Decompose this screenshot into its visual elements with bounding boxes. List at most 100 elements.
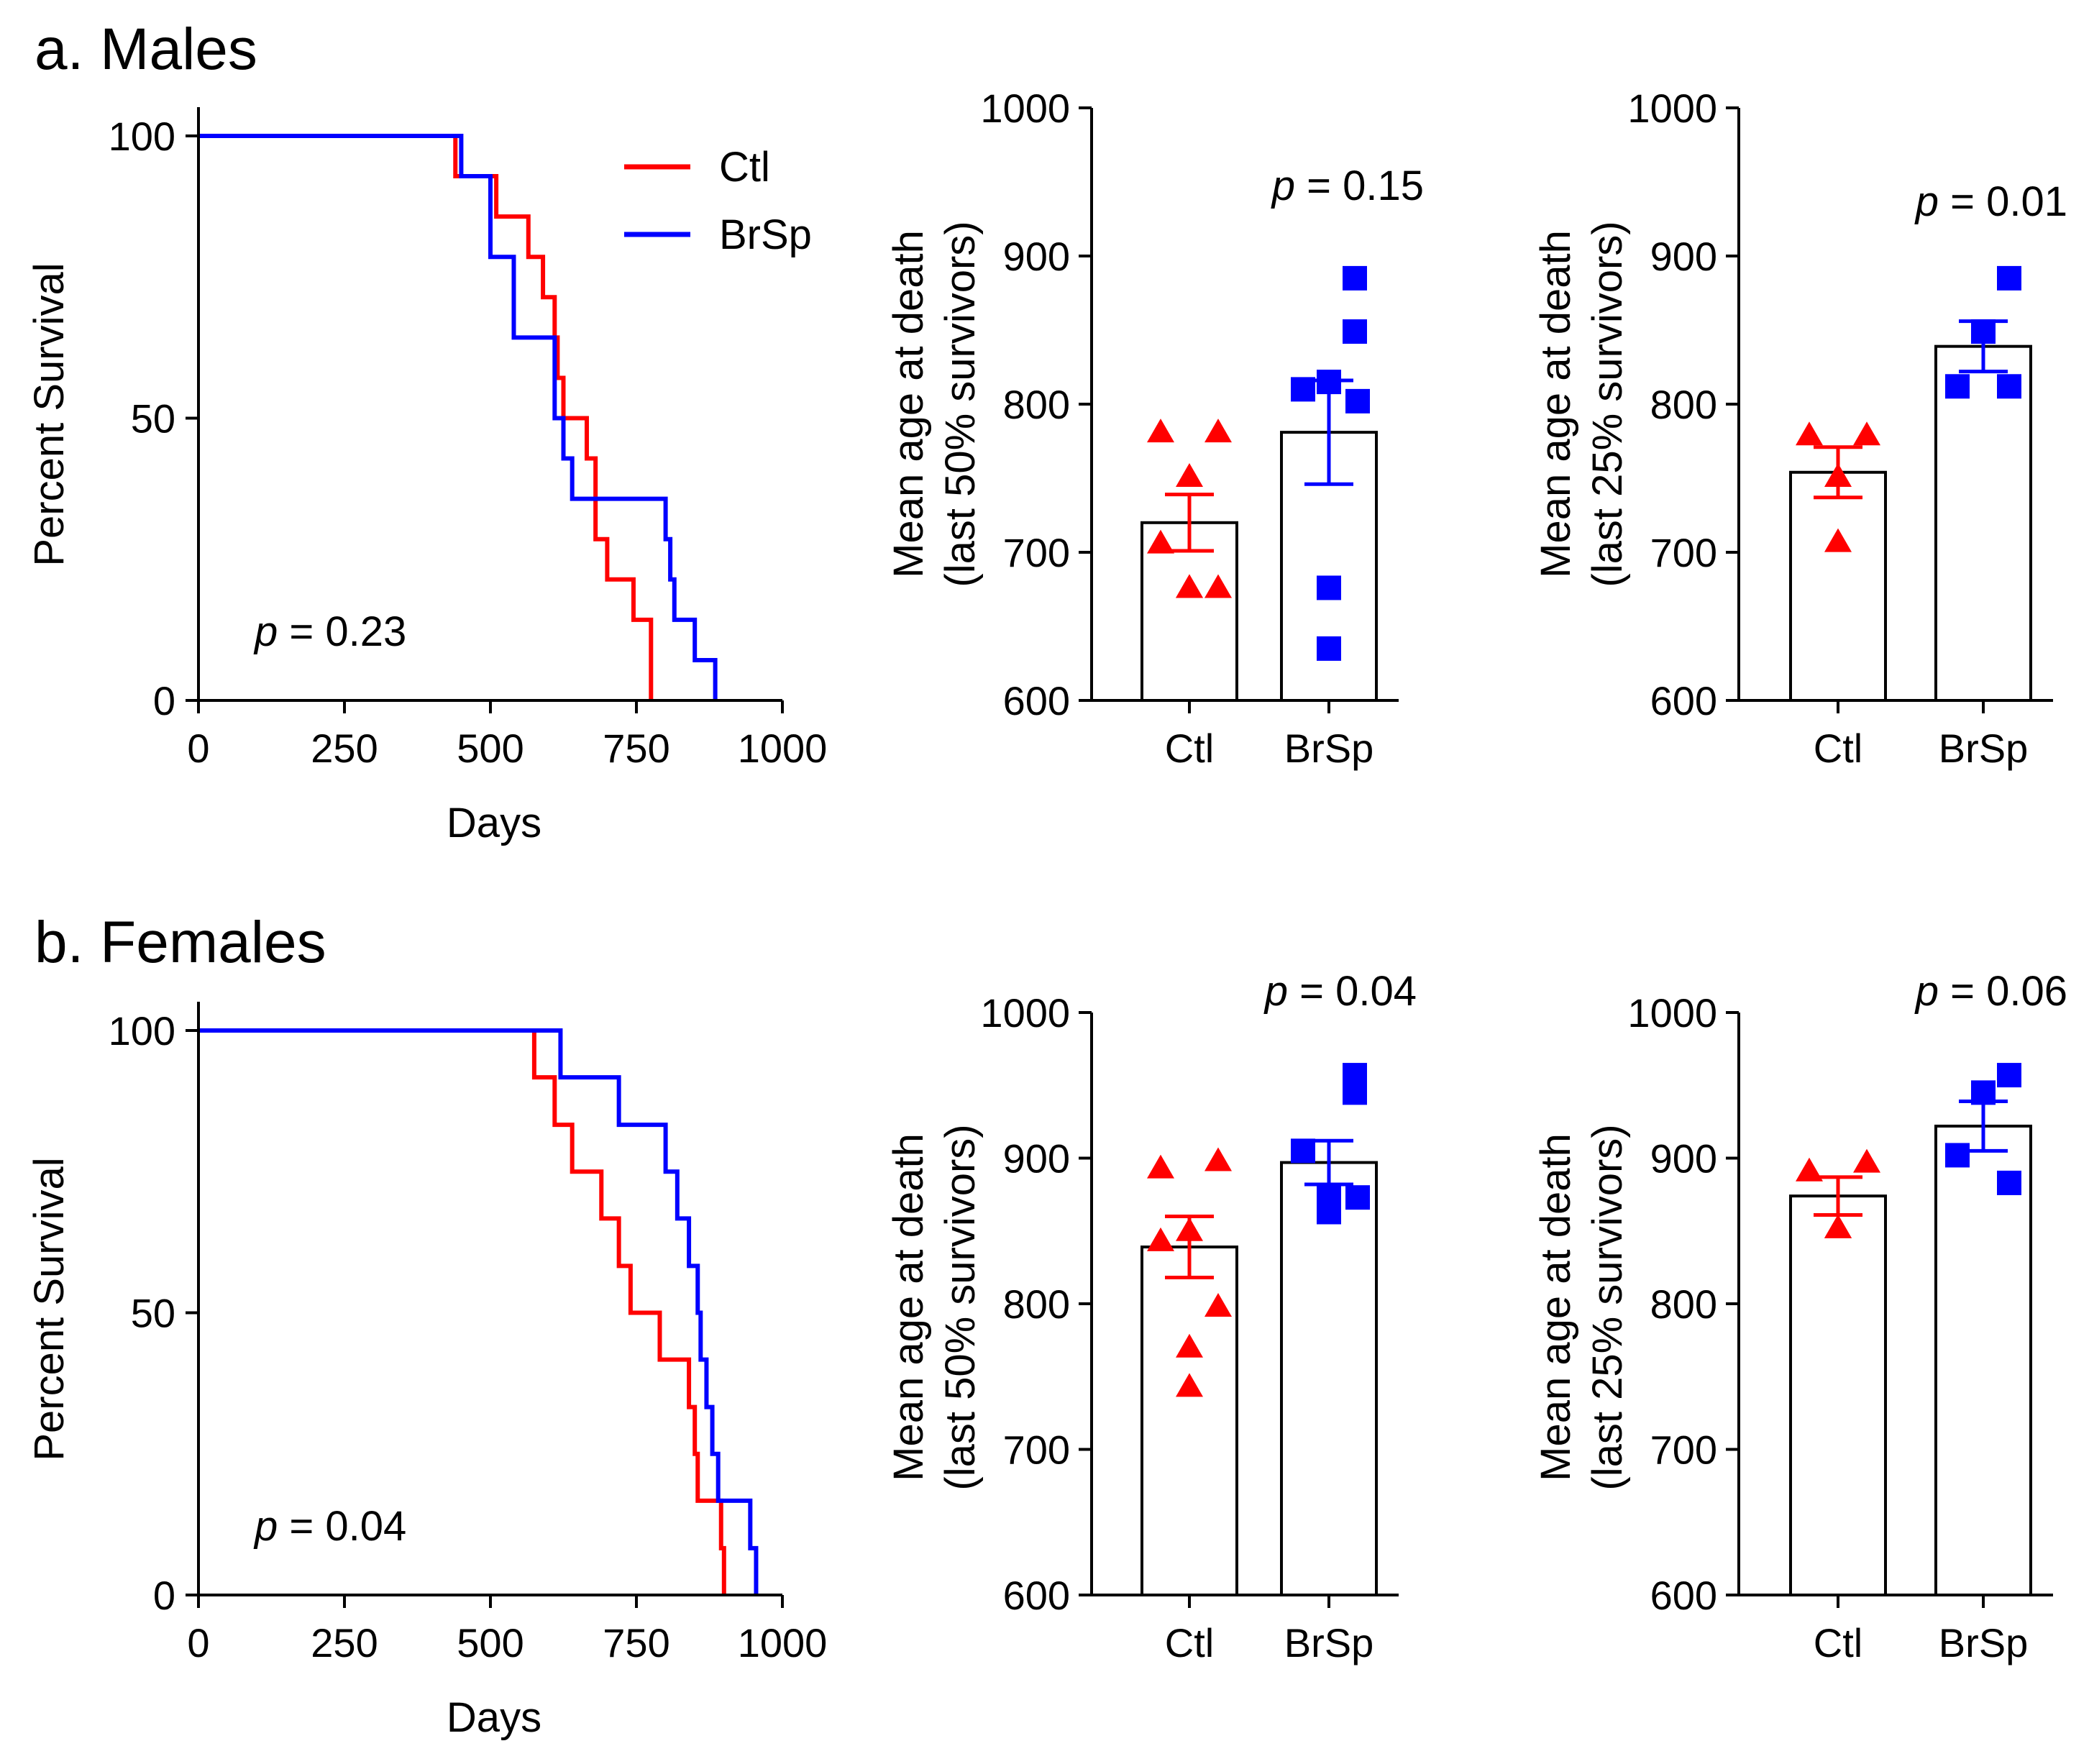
data-point-brsp <box>1343 319 1367 344</box>
y-tick-label: 0 <box>153 1573 175 1618</box>
survival-line-ctl <box>198 134 654 700</box>
p-symbol: p <box>1271 163 1295 209</box>
y-tick-label: 700 <box>1650 1427 1717 1473</box>
x-tick-label: Ctl <box>1814 1620 1862 1665</box>
y-axis-title-line2: (last 25% survivors) <box>1584 221 1631 587</box>
x-axis-title: Days <box>447 800 541 846</box>
data-point-ctl <box>1147 1154 1174 1179</box>
y-axis-title-line2: (last 25% survivors) <box>1584 1124 1631 1490</box>
data-point-ctl <box>1824 528 1852 552</box>
x-tick-label: 750 <box>603 726 669 771</box>
bar-ctl <box>1141 1246 1238 1597</box>
y-tick-label: 1000 <box>1627 86 1717 131</box>
data-point-ctl <box>1205 419 1232 443</box>
p-symbol: p <box>1914 178 1939 225</box>
p-value-label: p = 0.01 <box>1914 178 2067 225</box>
survival-line-ctl <box>198 1028 726 1595</box>
y-tick-label: 700 <box>1650 530 1717 575</box>
survival-line-brsp <box>198 1028 759 1595</box>
data-point-ctl <box>1853 1148 1880 1173</box>
p-symbol: p <box>253 608 278 655</box>
p-value: = 0.15 <box>1295 163 1424 209</box>
p-symbol: p <box>253 1503 278 1550</box>
p-value: = 0.04 <box>278 1503 406 1550</box>
x-tick-label: 500 <box>457 1620 524 1665</box>
p-symbol: p <box>1914 968 1939 1015</box>
y-tick-label: 800 <box>1003 1281 1070 1327</box>
x-tick-label: 250 <box>311 1620 378 1665</box>
y-tick-label: 50 <box>131 396 175 442</box>
data-point-ctl <box>1205 574 1232 598</box>
x-tick-label: BrSp <box>1939 726 2029 771</box>
y-axis-title-line2: (last 50% survivors) <box>937 1124 984 1490</box>
y-tick-label: 100 <box>109 1008 175 1054</box>
data-point-brsp <box>1317 636 1341 661</box>
y-tick-label: 1000 <box>1627 990 1717 1036</box>
y-tick-label: 0 <box>153 678 175 723</box>
bar-brsp <box>1934 344 2032 702</box>
data-point-ctl <box>1176 1333 1203 1358</box>
legend-label-ctl: Ctl <box>719 144 770 191</box>
p-value: = 0.23 <box>278 608 406 655</box>
y-tick-label: 1000 <box>980 86 1070 131</box>
data-point-ctl <box>1147 419 1174 443</box>
x-tick-label: Ctl <box>1814 726 1862 771</box>
data-point-brsp <box>1997 374 2021 399</box>
x-tick-label: BrSp <box>1939 1620 2029 1665</box>
y-tick-label: 600 <box>1003 678 1070 723</box>
females_mean_50-chart: 600 700 800 900 1000 Ctl BrSp Mean age at death… <box>885 968 1417 1665</box>
y-tick-label: 700 <box>1003 530 1070 575</box>
data-point-ctl <box>1147 529 1174 554</box>
x-tick-label: 500 <box>457 726 524 771</box>
x-axis-title: Days <box>447 1694 541 1741</box>
x-tick-label: BrSp <box>1284 1620 1374 1665</box>
data-point-ctl <box>1176 1373 1203 1397</box>
males_mean_25-chart: 600 700 800 900 1000 Ctl BrSp Mean age at death… <box>1532 86 2067 771</box>
y-axis-title-line1: Mean age at death <box>1532 230 1579 578</box>
y-axis-title-line1: Mean age at death <box>885 1133 932 1481</box>
y-tick-label: 700 <box>1003 1427 1070 1473</box>
females_survival-chart: b. Females 0 250 500 750 1000 0 50 100 Days Percen… <box>26 910 827 1741</box>
p-value: = 0.04 <box>1288 968 1417 1015</box>
legend-label-brsp: BrSp <box>719 211 812 258</box>
data-point-ctl <box>1796 421 1823 446</box>
data-point-brsp <box>1997 1170 2021 1195</box>
y-axis-title: Percent Survival <box>26 262 73 566</box>
legend: Ctl BrSp <box>624 144 812 258</box>
survival-line-brsp <box>198 134 718 700</box>
y-tick-label: 1000 <box>980 990 1070 1036</box>
p-value-label: p = 0.23 <box>253 608 406 655</box>
y-tick-label: 800 <box>1650 1281 1717 1327</box>
y-tick-label: 600 <box>1650 678 1717 723</box>
data-point-brsp <box>1345 1185 1370 1210</box>
y-axis-title-line1: Mean age at death <box>885 230 932 578</box>
x-tick-label: Ctl <box>1165 726 1214 771</box>
males_survival-chart: a. Males 0 250 500 750 1000 0 50 100 Days Percent … <box>26 17 827 846</box>
panel-label: a. Males <box>35 17 257 82</box>
data-point-ctl <box>1147 1227 1174 1251</box>
females_mean_25-chart: 600 700 800 900 1000 Ctl BrSp Mean age at death… <box>1532 968 2067 1665</box>
x-tick-label: 750 <box>603 1620 669 1665</box>
bar-ctl <box>1789 1194 1887 1596</box>
bar-brsp <box>1280 1161 1378 1596</box>
y-tick-label: 100 <box>109 114 175 159</box>
data-point-ctl <box>1824 1214 1852 1238</box>
x-tick-label: 250 <box>311 726 378 771</box>
y-tick-label: 600 <box>1650 1573 1717 1618</box>
data-point-brsp <box>1317 1199 1341 1225</box>
y-tick-label: 900 <box>1650 1136 1717 1182</box>
p-value-label: p = 0.15 <box>1271 163 1424 209</box>
p-value-label: p = 0.06 <box>1914 968 2067 1015</box>
data-point-ctl <box>1176 462 1203 487</box>
data-point-ctl <box>1205 1293 1232 1317</box>
males_mean_50-chart: 600 700 800 900 1000 Ctl BrSp Mean age at death… <box>885 86 1424 771</box>
y-axis-title: Percent Survival <box>26 1157 73 1461</box>
x-tick-label: 0 <box>187 726 209 771</box>
y-tick-label: 50 <box>131 1291 175 1336</box>
x-tick-label: 1000 <box>738 1620 828 1665</box>
x-tick-label: 1000 <box>738 726 828 771</box>
y-tick-label: 900 <box>1003 1136 1070 1182</box>
y-tick-label: 900 <box>1003 234 1070 279</box>
x-tick-label: Ctl <box>1165 1620 1214 1665</box>
